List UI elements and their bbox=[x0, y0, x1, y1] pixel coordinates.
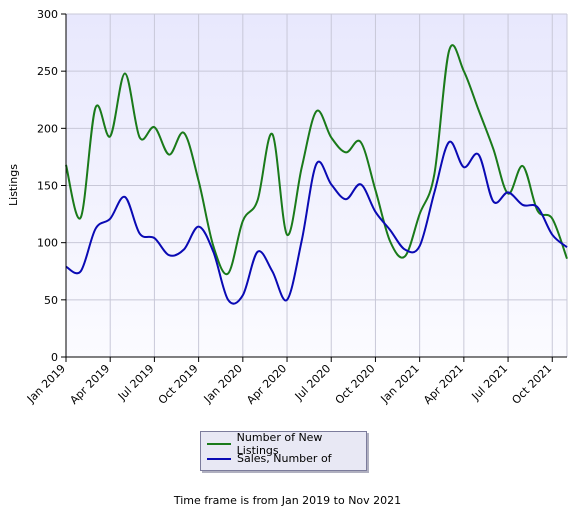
y-tick-label: 0 bbox=[51, 351, 58, 364]
x-tick-label: Oct 2019 bbox=[156, 362, 201, 407]
x-tick-label: Jul 2020 bbox=[292, 362, 334, 404]
x-tick-label: Apr 2021 bbox=[421, 362, 466, 407]
x-tick-label: Oct 2021 bbox=[509, 362, 554, 407]
legend-item-sales: Sales, Number of bbox=[207, 451, 366, 466]
time-frame-caption: Time frame is from Jan 2019 to Nov 2021 bbox=[173, 494, 402, 507]
x-tick-label: Jan 2020 bbox=[201, 362, 245, 406]
series-line-sales bbox=[65, 140, 568, 305]
y-tick-label: 50 bbox=[44, 294, 58, 307]
legend-label-sales: Sales, Number of bbox=[237, 452, 332, 465]
legend-swatch-new-listings bbox=[207, 442, 231, 445]
legend-label-new-listings: Number of New Listings bbox=[236, 430, 323, 457]
chart-legend: Number of New Listings Sales, Number of bbox=[200, 431, 367, 471]
legend-item-new-listings: Number of New Listings bbox=[207, 431, 366, 457]
x-tick-label: Apr 2020 bbox=[244, 362, 289, 407]
y-tick-label: 200 bbox=[37, 122, 58, 135]
y-tick-label: 100 bbox=[37, 237, 58, 250]
x-tick-label: Oct 2020 bbox=[333, 362, 378, 407]
x-tick-label: Jan 2021 bbox=[378, 362, 422, 406]
y-tick-label: 300 bbox=[37, 8, 58, 21]
y-tick-label: 150 bbox=[37, 180, 58, 193]
series-line-new-listings bbox=[65, 44, 568, 276]
x-tick-label: Jul 2021 bbox=[469, 362, 511, 404]
x-tick-label: Jan 2019 bbox=[24, 362, 68, 406]
y-tick-label: 250 bbox=[37, 65, 58, 78]
x-tick-label: Jul 2019 bbox=[115, 362, 157, 404]
legend-swatch-sales bbox=[207, 457, 231, 460]
y-axis-title: Listings bbox=[7, 164, 20, 206]
x-tick-label: Apr 2019 bbox=[67, 362, 112, 407]
